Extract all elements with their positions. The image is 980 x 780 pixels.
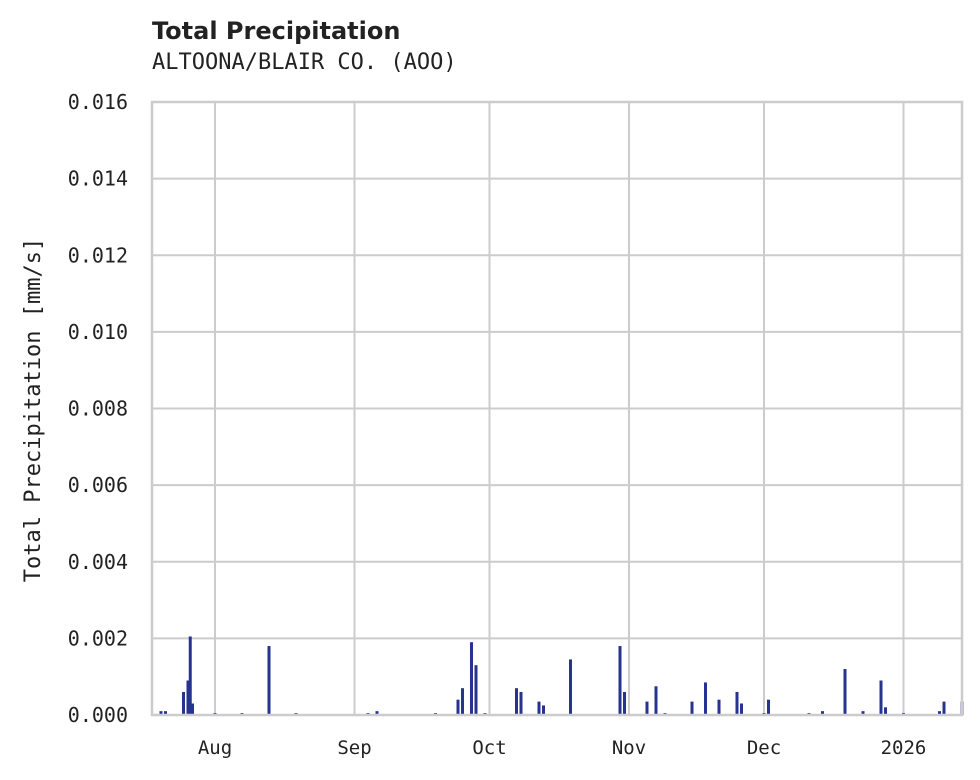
precipitation-bar <box>474 665 478 715</box>
plot-frame <box>150 100 964 717</box>
precipitation-bar <box>938 711 941 715</box>
precipitation-bar <box>942 701 946 715</box>
precipitation-bar <box>843 669 847 715</box>
precipitation-bar <box>159 711 163 715</box>
precipitation-bar <box>821 711 824 715</box>
precipitation-bar <box>191 703 194 715</box>
x-tick-label: 2026 <box>881 737 927 759</box>
x-tick-label: Aug <box>198 737 232 759</box>
precipitation-bar <box>654 686 658 715</box>
y-tick-label: 0.012 <box>68 243 128 267</box>
precipitation-bar <box>456 699 460 715</box>
precipitation-bar <box>164 711 167 715</box>
y-tick-label: 0.002 <box>68 626 128 650</box>
precipitation-bar <box>569 659 572 715</box>
precipitation-bar <box>537 701 541 715</box>
precipitation-bars <box>159 636 964 715</box>
precipitation-bar <box>182 692 185 715</box>
precipitation-bar <box>470 642 473 715</box>
y-axis-ticks: 0.000 0.002 0.004 0.006 0.008 0.010 0.012 0.014… <box>68 90 128 727</box>
y-tick-label: 0.016 <box>68 90 128 114</box>
x-tick-label: Nov <box>612 737 646 759</box>
precipitation-bar <box>861 711 865 715</box>
y-tick-label: 0.006 <box>68 473 128 497</box>
precipitation-bar <box>188 636 192 715</box>
x-tick-label: Oct <box>472 737 506 759</box>
precipitation-bar <box>623 692 626 715</box>
y-tick-label: 0.004 <box>68 550 128 574</box>
precipitation-bar <box>645 701 649 715</box>
precipitation-bar <box>690 701 694 715</box>
chart-title: Total Precipitation <box>152 17 401 45</box>
precipitation-bar <box>740 703 743 715</box>
precipitation-bar <box>267 646 271 715</box>
x-tick-label: Sep <box>337 737 371 759</box>
y-tick-label: 0.010 <box>68 320 128 344</box>
precipitation-bar <box>767 699 770 715</box>
precipitation-bar <box>704 682 707 715</box>
x-axis-ticks: Aug Sep Oct Nov Dec 2026 <box>198 737 927 759</box>
precipitation-bar <box>186 680 190 715</box>
grid-lines <box>152 101 962 716</box>
precipitation-bar <box>879 680 883 715</box>
precipitation-bar <box>542 705 545 715</box>
y-axis-label: Total Precipitation [mm/s] <box>21 238 46 582</box>
precipitation-bar <box>375 711 379 715</box>
precipitation-bar <box>618 646 622 715</box>
precipitation-bar <box>717 699 721 715</box>
precipitation-bar <box>515 688 518 715</box>
precipitation-bar <box>884 707 887 715</box>
precipitation-bar <box>735 692 739 715</box>
precipitation-bar <box>461 688 464 715</box>
x-tick-label: Dec <box>747 737 781 759</box>
y-tick-label: 0.008 <box>68 397 128 421</box>
y-tick-label: 0.014 <box>68 167 128 191</box>
y-tick-label: 0.000 <box>68 703 128 727</box>
precipitation-bar <box>519 692 523 715</box>
chart-subtitle: ALTOONA/BLAIR CO. (AOO) <box>152 50 457 75</box>
